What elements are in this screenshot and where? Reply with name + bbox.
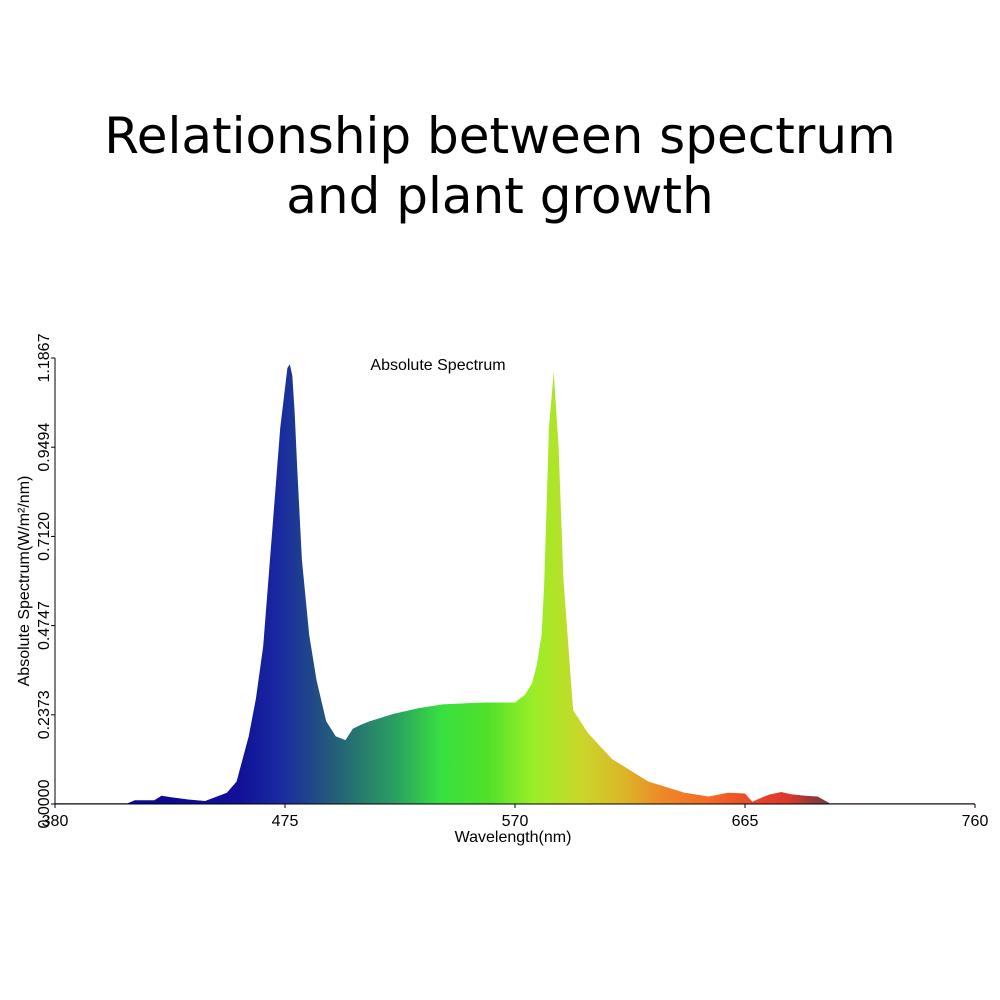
page-title: Relationship between spectrum and plant … bbox=[0, 106, 1000, 226]
y-tick-label: 0.4747 bbox=[36, 601, 53, 650]
x-axis-label: Wavelength(nm) bbox=[455, 829, 572, 846]
chart-title: Absolute Spectrum bbox=[370, 357, 505, 374]
y-tick-label: 0.2373 bbox=[36, 690, 53, 739]
y-tick-label: 0.7120 bbox=[36, 512, 53, 561]
x-tick-label: 760 bbox=[962, 813, 989, 830]
y-axis-label: Absolute Spectrum(W/m²/nm) bbox=[16, 476, 33, 687]
x-tick-label: 570 bbox=[502, 813, 529, 830]
spectrum-area bbox=[55, 364, 975, 804]
x-tick-label: 665 bbox=[732, 813, 759, 830]
y-tick-label: 1.1867 bbox=[36, 333, 53, 382]
x-tick-label: 475 bbox=[272, 813, 299, 830]
y-tick-labels: 0.0000 0.2373 0.4747 0.7120 0.9494 1.1867 bbox=[36, 333, 55, 828]
y-tick-label: 0.0000 bbox=[36, 779, 53, 828]
page-title-line-2: and plant growth bbox=[286, 166, 714, 225]
x-tick-labels: 380 475 570 665 760 bbox=[42, 804, 989, 830]
page-title-line-1: Relationship between spectrum bbox=[104, 106, 896, 165]
x-tick-label: 380 bbox=[42, 813, 69, 830]
y-tick-label: 0.9494 bbox=[36, 423, 53, 472]
